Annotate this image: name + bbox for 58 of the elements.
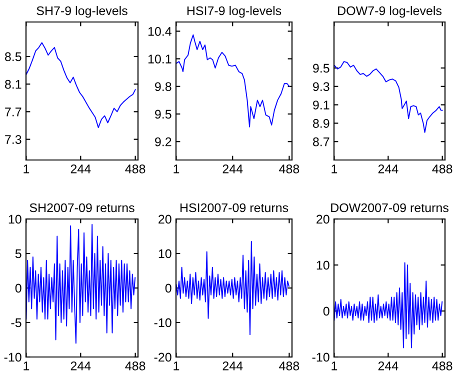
y-tick-label: 20 xyxy=(158,214,172,224)
x-tick-label: 488 xyxy=(279,361,300,370)
y-tick-label: 9.2 xyxy=(155,137,172,146)
y-tick-label: 8.9 xyxy=(313,119,330,128)
y-tick-label: 10.4 xyxy=(148,27,172,36)
x-tick-label: 1 xyxy=(24,362,30,370)
x-tick-label: 1 xyxy=(332,362,338,370)
x-tick-label: 244 xyxy=(70,361,91,370)
chart-title: DOW2007-09 returns xyxy=(331,203,448,212)
chart-title: HSI7-9 log-levels xyxy=(187,6,282,18)
y-tick-label: 10 xyxy=(8,214,22,224)
y-tick-label: -20 xyxy=(154,352,172,362)
x-tick-label: 488 xyxy=(432,361,452,370)
y-tick-label: 8.7 xyxy=(313,137,330,146)
x-tick-label: 244 xyxy=(222,164,243,174)
y-tick-label: 9.5 xyxy=(313,64,330,73)
x-tick-label: 488 xyxy=(279,164,300,174)
line-series xyxy=(176,34,290,128)
x-tick-label: 1 xyxy=(24,164,30,174)
chart-title: SH7-9 log-levels xyxy=(36,6,128,18)
line-series xyxy=(176,240,290,336)
y-tick-label: 9.3 xyxy=(313,82,330,92)
chart-title: HSI2007-09 returns xyxy=(180,203,288,212)
chart-title: SH2007-09 returns xyxy=(30,203,134,212)
x-tick-label: 488 xyxy=(125,361,146,370)
y-tick-label: 10.1 xyxy=(148,54,172,64)
chart-title: DOW7-9 log-levels xyxy=(338,6,442,18)
x-tick-label: 1 xyxy=(174,362,180,370)
y-tick-label: 8.5 xyxy=(5,52,22,62)
line-series xyxy=(334,262,443,348)
y-tick-label: 9.8 xyxy=(155,82,172,92)
x-tick-label: 244 xyxy=(222,361,243,370)
y-tick-label: 10 xyxy=(316,260,330,270)
y-tick-label: 7.3 xyxy=(5,135,22,144)
y-tick-label: -10 xyxy=(4,352,22,362)
x-tick-label: 1 xyxy=(174,164,180,174)
line-series xyxy=(26,224,136,344)
x-tick-label: 244 xyxy=(378,164,398,174)
y-tick-label: 10 xyxy=(158,249,172,258)
x-tick-label: 244 xyxy=(70,164,91,174)
y-tick-label: -10 xyxy=(312,352,330,362)
x-tick-label: 488 xyxy=(125,164,146,174)
y-tick-label: 7.7 xyxy=(5,108,22,116)
y-tick-label: 5 xyxy=(15,249,22,258)
y-tick-label: -10 xyxy=(154,318,172,328)
y-tick-label: 9.5 xyxy=(155,110,172,119)
x-tick-label: 244 xyxy=(378,361,398,370)
line-series xyxy=(334,61,443,133)
y-tick-label: 8.1 xyxy=(5,80,22,89)
y-tick-label: 0 xyxy=(15,284,22,293)
y-tick-label: -5 xyxy=(11,318,22,328)
y-tick-label: 20 xyxy=(316,214,330,224)
x-tick-label: 1 xyxy=(332,164,338,174)
x-tick-label: 488 xyxy=(432,164,452,174)
line-series xyxy=(26,42,136,128)
y-tick-label: 0 xyxy=(323,306,330,316)
y-tick-label: 0 xyxy=(165,284,172,293)
y-tick-label: 9.1 xyxy=(313,100,330,110)
